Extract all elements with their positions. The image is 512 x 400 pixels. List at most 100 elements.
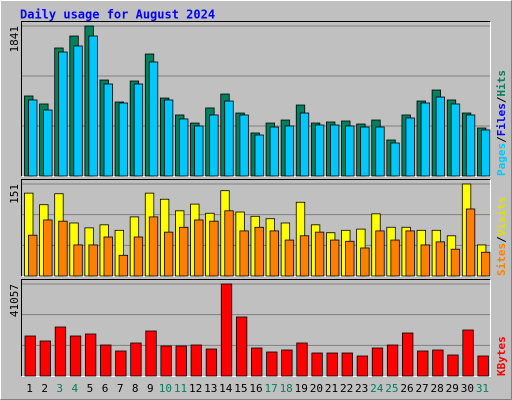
bar xyxy=(341,352,353,377)
y-axis-label: Pages/Files/Hits xyxy=(495,70,508,176)
bar xyxy=(465,114,476,177)
y-axis-label-part: Hits xyxy=(495,70,508,97)
x-tick-label: 30 xyxy=(461,382,474,395)
x-tick-label: 19 xyxy=(295,382,308,395)
x-tick-label: 10 xyxy=(159,382,172,395)
bar xyxy=(39,340,51,377)
bar xyxy=(69,335,82,377)
x-tick-label: 18 xyxy=(280,382,293,395)
bar xyxy=(254,134,264,177)
bar xyxy=(133,83,144,177)
x-tick-label: 23 xyxy=(355,382,368,395)
x-tick-label: 15 xyxy=(234,382,247,395)
bar xyxy=(100,344,112,377)
bar xyxy=(133,236,144,277)
bar xyxy=(447,354,459,377)
bar xyxy=(314,124,325,177)
x-tick-label: 6 xyxy=(102,382,109,395)
bar xyxy=(330,239,340,277)
bar xyxy=(390,142,400,177)
bar xyxy=(118,102,128,177)
x-tick-label: 27 xyxy=(415,382,428,395)
bar xyxy=(360,126,370,177)
bar xyxy=(103,83,113,177)
bar xyxy=(465,208,476,277)
bar xyxy=(148,216,159,277)
bar xyxy=(417,350,429,377)
bar xyxy=(84,333,97,377)
bar xyxy=(266,351,278,377)
x-tick-label: 31 xyxy=(476,382,489,395)
bar xyxy=(54,326,67,377)
bar xyxy=(481,129,491,177)
bar xyxy=(296,342,308,377)
bar xyxy=(194,125,204,177)
bar xyxy=(371,347,384,377)
bar xyxy=(450,248,461,277)
bar xyxy=(205,348,218,377)
bar xyxy=(24,335,36,377)
x-tick-label: 2 xyxy=(41,382,48,395)
bar xyxy=(299,112,310,177)
y-axis-label-part: / xyxy=(495,96,508,103)
x-tick-label: 17 xyxy=(264,382,277,395)
x-tick-label: 24 xyxy=(370,382,384,395)
bar xyxy=(209,220,219,277)
x-tick-label: 28 xyxy=(431,382,444,395)
x-tick-label: 12 xyxy=(189,382,202,395)
bar xyxy=(269,230,279,277)
bar xyxy=(88,35,98,177)
x-tick-label: 25 xyxy=(385,382,398,395)
y-axis-label: Sites/Visits xyxy=(495,197,508,277)
bar xyxy=(481,251,491,277)
bar xyxy=(179,226,189,277)
bar xyxy=(179,118,189,177)
bar xyxy=(311,352,323,377)
bar xyxy=(28,234,38,277)
x-tick-label: 26 xyxy=(400,382,413,395)
bar xyxy=(402,332,414,377)
bar xyxy=(194,219,204,277)
bar xyxy=(284,125,295,177)
x-tick-label: 4 xyxy=(72,382,79,395)
y-tick-label: 1841 xyxy=(8,26,21,53)
bar xyxy=(118,254,128,277)
bar xyxy=(43,219,53,277)
x-tick-label: 8 xyxy=(132,382,139,395)
bar xyxy=(462,329,474,377)
bar xyxy=(420,244,430,277)
x-tick-label: 21 xyxy=(325,382,338,395)
bar xyxy=(360,247,370,277)
bar xyxy=(450,103,461,177)
y-axis-label-part: Sites xyxy=(495,243,508,276)
bar xyxy=(432,349,444,377)
y-tick-label: 151 xyxy=(8,184,21,204)
y-axis-label-part: / xyxy=(495,136,508,143)
bar xyxy=(299,235,310,277)
bar xyxy=(163,99,174,177)
x-tick-label: 13 xyxy=(204,382,217,395)
panel-border-dark xyxy=(21,279,491,377)
x-tick-label: 1 xyxy=(26,382,33,395)
bar xyxy=(330,124,340,177)
bar xyxy=(88,244,98,277)
bar xyxy=(390,239,400,277)
bar xyxy=(420,102,430,177)
x-tick-label: 14 xyxy=(219,382,233,395)
bar xyxy=(163,231,174,277)
bar xyxy=(326,352,338,377)
bar xyxy=(477,355,489,377)
panel-border-dark xyxy=(21,179,491,277)
chart-title: Daily usage for August 2024 xyxy=(20,8,215,22)
bar xyxy=(375,230,385,277)
x-tick-label: 16 xyxy=(249,382,262,395)
bar xyxy=(314,231,325,277)
bar xyxy=(356,355,369,377)
bar xyxy=(28,99,38,177)
bar xyxy=(235,316,248,377)
bar xyxy=(58,220,68,277)
y-axis-label-part: Pages xyxy=(495,143,508,176)
y-axis-label-part: Files xyxy=(495,103,508,136)
